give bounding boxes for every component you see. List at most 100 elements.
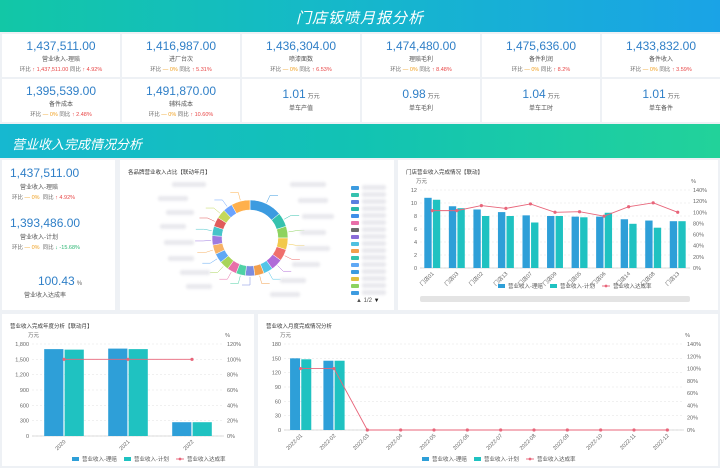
legend-swatch-claim [422,457,429,461]
legend-swatch [351,270,359,274]
income-claim-compare: 环比 — 0% 同比 ↑ 4.92% [12,195,76,201]
month-income-panel: 营业收入月度完成情况分析 万元% 0 30 60 90 120 150 180 0% 20% 40%… [258,314,718,466]
income-rate-label: 营业收入达成率 [24,293,67,299]
legend-swatch [351,200,359,204]
pager-next-icon[interactable]: ▼ [373,298,380,304]
rate-point [62,357,66,361]
series-line-rate [300,368,668,431]
donut-leader-line [205,207,221,214]
x-tick-label: 2022-06 [452,433,471,452]
y2-tick-label: 0% [227,434,235,440]
y-axis-unit: 万元 [28,332,40,339]
income-plan-label: 营业收入-计划 [20,235,58,241]
kpi-card: 1,474,480.00 理赔毛利 环比 — 0% 同比 ↑ 8.48% [362,34,480,77]
bar-claim [108,348,128,436]
donut-leader-line [219,272,232,280]
bar-plan [531,222,539,268]
brand-label-blurred [270,292,300,297]
brand-label-blurred [300,230,326,235]
donut-leader-line [242,277,251,286]
rate-point [499,428,503,432]
x-tick-label: 2022-02 [319,433,338,452]
income-summary-panel: 1,437,511.00 营业收入-理赔 环比 — 0% 同比 ↑ 4.92% … [2,160,115,310]
y2-tick-label: 20% [693,255,704,261]
rate-point [553,210,557,214]
income-rate-value: 100.43% [38,274,83,288]
bar-claim [596,216,604,268]
legend-swatch-plan [124,457,131,461]
bar-plan [192,422,212,436]
x-tick-label: 2022-12 [652,433,671,452]
y-tick-label: 120 [272,371,281,377]
kpi-value: 1.01 万元 [642,87,680,101]
bar-plan [64,349,84,436]
rate-point [399,428,403,432]
rate-point [676,210,680,214]
kpi-label: 进厂台次 [168,57,193,63]
x-tick-label: 2020 [55,439,68,452]
kpi-label: 喷漆面数 [288,57,313,63]
kpi-value: 1,491,870.00 [145,84,217,98]
store-chart-title: 门店营业收入完成情况【联动】 [406,170,484,176]
bar-plan [481,216,490,268]
legend-swatch [351,291,359,295]
legend-swatch-claim [498,284,505,288]
brand-label-blurred [180,270,210,275]
donut-leader-line [230,192,241,201]
bar-claim [547,216,555,268]
y2-tick-label: 100% [693,210,707,216]
brand-label-blurred [168,256,194,261]
kpi-card: 1,437,511.00 营业收入-理赔 环比 ↑ 1,437,511.00 同比 … [2,34,120,77]
bar-claim [645,220,653,268]
kpi-value: 1,433,832.00 [625,39,697,53]
kpi-compare: 环比 — 0% 同比 ↑ 2.48% [30,112,92,118]
bar-claim [473,209,481,268]
y-tick-label: 12 [411,188,417,194]
legend-dot-rate [178,457,182,461]
income-plan-value: 1,393,486.00 [10,216,81,230]
kpi-value: 1,475,636.00 [505,39,577,53]
kpi-card: 1,491,870.00 辅料成本 环比 — 0% 同比 ↑ 10.60% [122,79,240,122]
y-tick-label: 4 [414,240,417,246]
legend-label-rate: 营业收入达成率 [613,282,652,290]
legend-swatch-plan [550,284,557,288]
kpi-card: 1,433,832.00 备件收入 环比 — 0% 同比 ↑ 3.59% [602,34,720,77]
y-tick-label: 0 [414,266,417,272]
bar-claim [522,215,530,268]
y-tick-label: 90 [275,385,281,391]
y-tick-label: 6 [414,227,417,233]
kpi-value: 1,395,539.00 [25,84,97,98]
rate-point [651,201,655,205]
store-income-chart: 万元 %0246810120%20%40%60%80%100%120%140%门店… [411,178,707,302]
rate-point [504,206,508,210]
pager-prev-icon[interactable]: ▲ [356,298,362,304]
section-banner: 营业收入完成情况分析 [0,124,720,158]
x-tick-label: 门店02 [467,270,485,288]
legend-swatch-claim [72,457,79,461]
y-tick-label: 1,800 [15,342,29,348]
rate-point [665,428,669,432]
kpi-card: 1,416,987.00 进厂台次 环比 — 0% 同比 ↑ 5.31% [122,34,240,77]
legend-swatch [351,228,359,232]
brand-label-blurred [292,262,320,267]
donut-leader-line [230,275,241,284]
brand-share-panel: 各品牌营业收入占比【联动年月】 ▲ 1/2 ▼ [120,160,394,310]
bar-plan [580,217,588,268]
brand-label-blurred [296,246,330,251]
legend-pager[interactable]: ▲ 1/2 ▼ [356,298,380,304]
rate-point [599,428,603,432]
brand-label-blurred [290,182,326,187]
y2-tick-label: 60% [693,233,704,239]
donut-leader-line [284,215,300,220]
y2-tick-label: 80% [693,221,704,227]
legend-label-blurred [362,283,386,288]
chart-scrollbar[interactable] [420,296,690,302]
brand-label-blurred [172,182,206,187]
kpi-label: 备件成本 [48,102,73,108]
donut-leader-line [284,255,300,260]
legend-label-blurred [362,269,386,274]
income-plan-compare: 环比 — 0% 同比 ↓ -15.68% [12,245,80,251]
bar-plan [334,360,345,430]
rate-point [479,204,483,208]
legend-swatch [351,242,359,246]
